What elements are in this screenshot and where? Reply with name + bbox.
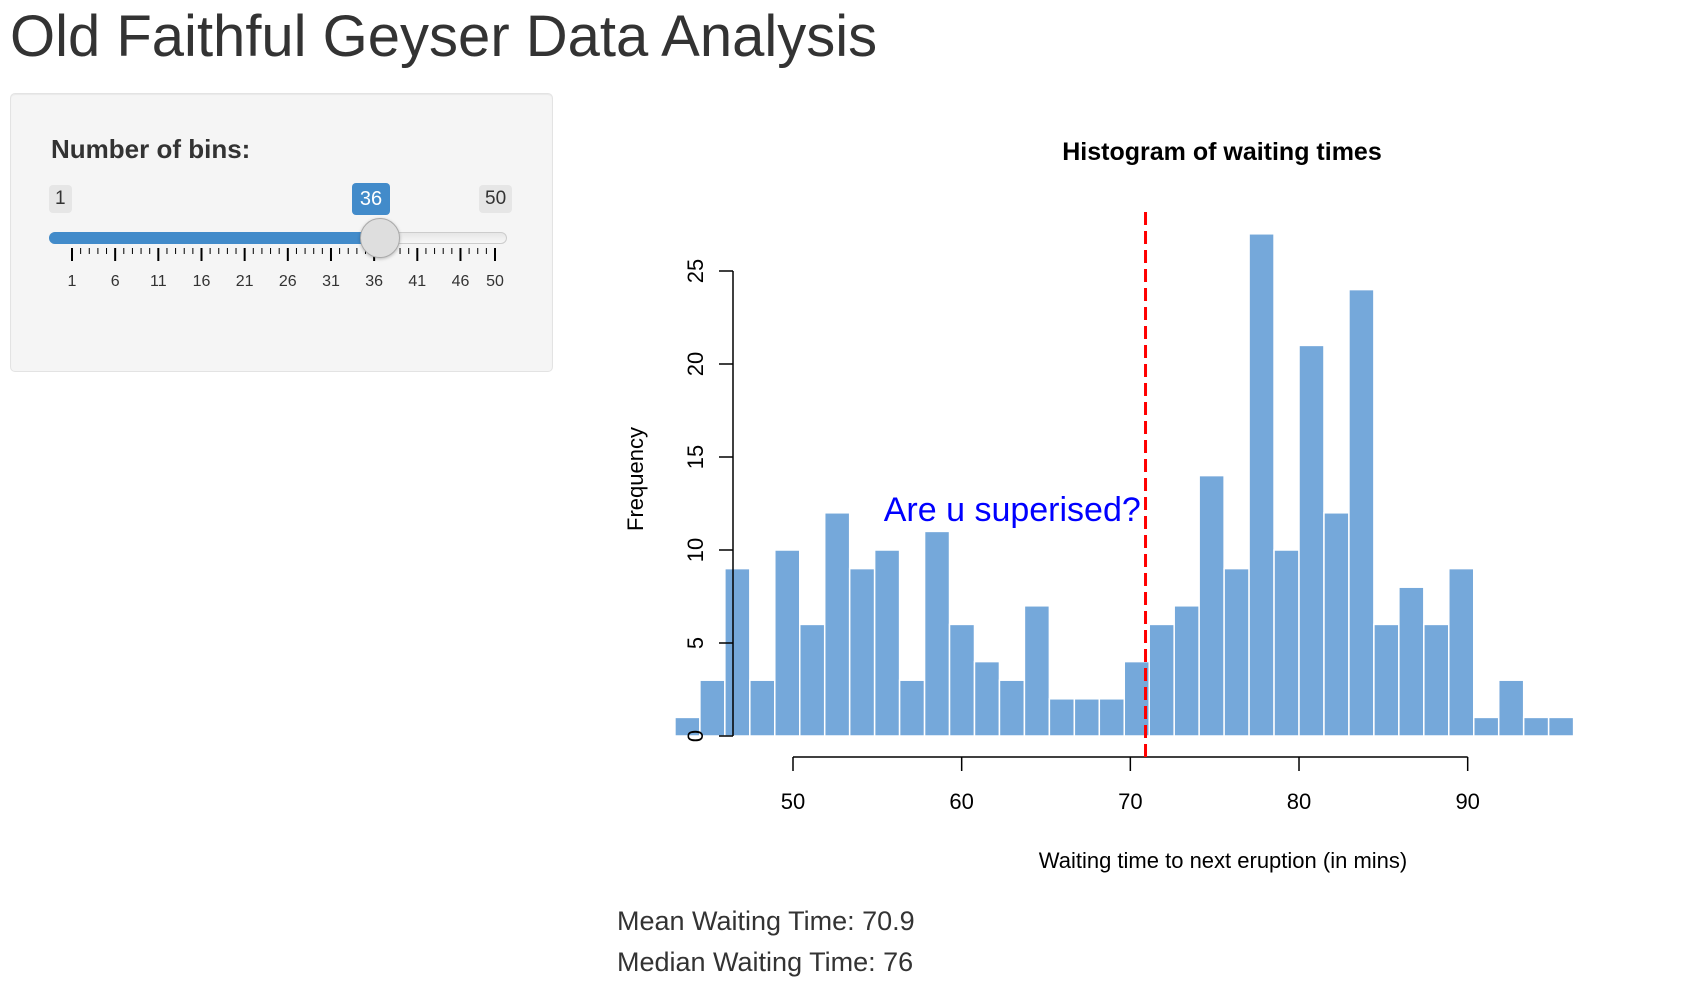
slider-tick-label: 16 <box>193 273 211 290</box>
y-tick-label: 25 <box>683 259 708 283</box>
histogram-bar <box>1223 567 1250 737</box>
mean-waiting-time: Mean Waiting Time: 70.9 <box>617 906 915 936</box>
histogram-bar <box>1148 623 1175 737</box>
slider-tick-label: 36 <box>365 273 383 290</box>
slider-tick-label: 21 <box>236 273 254 290</box>
slider-tick-label: 50 <box>486 273 504 290</box>
histogram-bar <box>948 623 976 737</box>
histogram-bar <box>923 530 951 737</box>
chart-annotation: Are u superised? <box>884 491 1141 529</box>
x-tick-label: 70 <box>1118 789 1142 814</box>
histogram-bar <box>873 549 901 737</box>
histogram-bar <box>1373 623 1400 737</box>
histogram-bars <box>674 233 1575 737</box>
slider-fill[interactable] <box>49 232 371 244</box>
histogram-bar <box>998 679 1026 737</box>
histogram-bar <box>1323 512 1350 737</box>
histogram-bar <box>1473 716 1500 737</box>
histogram-bar <box>1448 567 1475 737</box>
histogram-bar <box>699 679 726 737</box>
y-tick-label: 15 <box>683 445 708 469</box>
y-tick-label: 5 <box>683 637 708 649</box>
y-tick-label: 10 <box>683 538 708 562</box>
histogram-bar <box>1423 623 1450 737</box>
histogram-bar <box>724 567 751 737</box>
sidebar-panel: Number of bins: 1 50 36 1 6 11 16 21 26 31 36 41… <box>10 93 553 372</box>
histogram-bar <box>1248 233 1275 737</box>
x-tick-label: 50 <box>781 789 805 814</box>
slider-tick-label: 31 <box>322 273 340 290</box>
histogram-bar <box>1273 549 1300 737</box>
histogram-bar <box>1522 716 1550 737</box>
histogram-bar <box>1198 474 1225 737</box>
histogram-bar <box>749 679 776 737</box>
x-axis-label: Waiting time to next eruption (in mins) <box>1039 848 1407 873</box>
histogram-bar <box>848 567 876 737</box>
slider-value-bubble: 36 <box>352 183 390 215</box>
x-axis: 50 60 70 80 90 <box>781 756 1480 814</box>
histogram-bar <box>798 623 826 737</box>
histogram-bar <box>1173 605 1200 737</box>
chart-title: Histogram of waiting times <box>1062 138 1381 166</box>
histogram-plot: Histogram of waiting times Frequency Wai… <box>623 138 1575 873</box>
x-tick-label: 90 <box>1455 789 1479 814</box>
bins-slider-label: Number of bins: <box>51 134 251 164</box>
histogram-bar <box>1348 288 1375 737</box>
slider-min-label: 1 <box>49 185 72 213</box>
histogram-bar <box>898 679 926 737</box>
slider-tick-label: 26 <box>279 273 297 290</box>
slider-max-label: 50 <box>479 185 513 213</box>
y-tick-label: 0 <box>683 730 708 742</box>
histogram-bar <box>1098 698 1126 737</box>
histogram-bar <box>774 549 801 737</box>
histogram-bar <box>1048 698 1076 737</box>
x-tick-label: 60 <box>949 789 973 814</box>
histogram-bar <box>1398 586 1425 737</box>
slider-tick-label: 41 <box>408 273 426 290</box>
histogram-bar <box>1073 698 1101 737</box>
slider-handle[interactable] <box>360 218 400 258</box>
slider-tick-label: 6 <box>111 273 120 290</box>
slider-tick-label: 1 <box>68 273 77 290</box>
histogram-bar <box>1497 679 1525 737</box>
histogram-bar <box>1547 716 1575 737</box>
histogram-bar <box>1298 344 1325 737</box>
app-title: Old Faithful Geyser Data Analysis <box>10 4 878 69</box>
y-tick-label: 20 <box>683 352 708 376</box>
histogram-bar <box>823 512 851 737</box>
y-axis-label: Frequency <box>623 427 648 531</box>
x-tick-label: 80 <box>1287 789 1311 814</box>
histogram-bar <box>1023 605 1051 737</box>
y-axis: 0 5 10 15 20 25 <box>683 259 734 742</box>
slider-tick-label: 46 <box>452 273 470 290</box>
median-waiting-time: Median Waiting Time: 76 <box>617 947 914 977</box>
slider-tick-label: 11 <box>150 273 167 290</box>
histogram-bar <box>973 660 1001 737</box>
